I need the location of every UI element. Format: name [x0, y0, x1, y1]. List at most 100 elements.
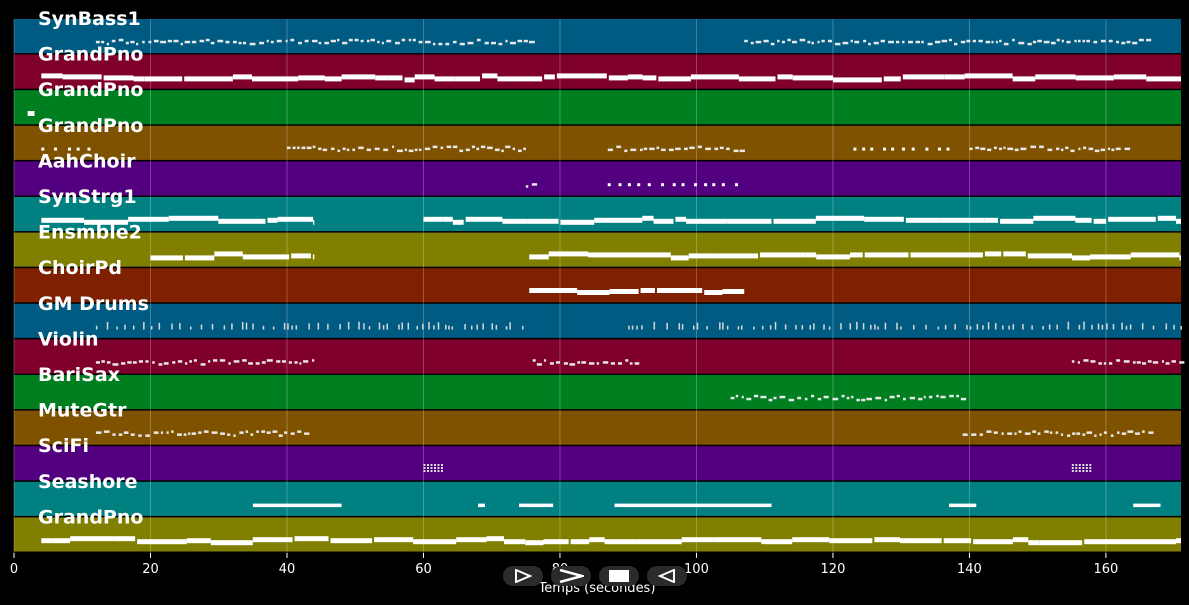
note-tick: [266, 431, 271, 434]
forward-button[interactable]: [551, 566, 591, 586]
note-bar: [1012, 537, 1029, 543]
stop-icon: [609, 570, 629, 582]
note-tick: [501, 149, 504, 153]
note-bar: [1028, 540, 1040, 546]
track-label: GM Drums: [38, 293, 149, 315]
note-tick: [1179, 361, 1185, 364]
note-bar: [1146, 76, 1181, 82]
drum-hit: [1012, 324, 1015, 330]
note-bar: [374, 537, 414, 543]
drum-hit: [666, 322, 668, 330]
note-tick: [312, 145, 316, 149]
track-bands: [14, 19, 1181, 552]
note-tick: [517, 39, 523, 43]
note-tick: [440, 146, 444, 150]
note-bar: [442, 216, 453, 222]
note-tick: [160, 40, 167, 44]
track-band: [14, 197, 1181, 232]
note-bar: [943, 538, 972, 544]
drum-hit: [327, 323, 329, 330]
note-tick: [191, 432, 197, 435]
track-label: ChoirPd: [38, 257, 122, 279]
note-tick: [923, 395, 926, 399]
note-tick: [125, 41, 129, 45]
drum-hit: [813, 323, 815, 330]
note-tick: [523, 39, 528, 43]
note-tick: [918, 397, 923, 401]
note-tick: [95, 431, 102, 434]
note-tick: [239, 431, 244, 434]
note-bar: [242, 254, 290, 260]
note-dot: [41, 147, 45, 151]
note-tick: [714, 147, 719, 151]
note-tick: [588, 362, 595, 365]
note-tick: [602, 361, 609, 364]
drum-hit: [509, 322, 511, 330]
drum-hit: [211, 323, 214, 330]
forward-icon: [559, 569, 584, 583]
note-tick: [941, 39, 948, 43]
note-tick: [1024, 432, 1031, 435]
note-tick: [927, 42, 933, 46]
track-band: [14, 517, 1181, 552]
note-bar: [570, 539, 590, 545]
note-dot: [627, 183, 631, 187]
note-bar: [829, 538, 873, 544]
note-tick: [536, 363, 542, 366]
note-tick: [863, 39, 867, 43]
note-cluster: [1082, 464, 1085, 466]
note-tick: [1070, 149, 1075, 153]
note-tick: [936, 394, 939, 398]
rewind-button[interactable]: [647, 566, 687, 586]
note-tick: [1050, 41, 1056, 45]
note-tick: [1132, 361, 1136, 364]
note-cluster: [433, 464, 436, 466]
note-bar: [1093, 218, 1107, 224]
note-tick: [1047, 148, 1053, 152]
note-tick: [1121, 41, 1126, 45]
x-tick-label: 20: [142, 562, 159, 577]
track-label: GrandPno: [38, 506, 143, 528]
drum-hit: [969, 326, 972, 330]
note-bar: [973, 539, 1013, 545]
track-band: [14, 481, 1181, 516]
drum-hit: [696, 322, 699, 330]
note-bar: [910, 252, 935, 258]
note-tick: [219, 359, 226, 362]
note-tick: [486, 146, 493, 150]
note-tick: [1100, 148, 1106, 152]
drum-hit: [437, 322, 440, 330]
stop-button[interactable]: [599, 566, 639, 586]
note-tick: [817, 397, 822, 401]
note-bar: [636, 539, 682, 545]
note-bar: [465, 216, 503, 222]
drum-hit: [428, 322, 430, 330]
note-tick: [1014, 432, 1017, 435]
note-tick: [101, 40, 105, 44]
note-dot: [637, 183, 641, 187]
play-button[interactable]: [503, 566, 543, 586]
drum-hit: [726, 325, 729, 330]
track-label: Violin: [38, 328, 99, 350]
note-tick: [136, 42, 139, 46]
note-tick: [249, 42, 256, 46]
note-tick: [810, 394, 815, 398]
note-tick: [607, 148, 613, 152]
note-tick: [1072, 432, 1076, 435]
note-tick: [132, 361, 137, 364]
note-tick: [205, 38, 210, 42]
note-tick: [484, 41, 489, 45]
drum-hit: [291, 325, 293, 330]
note-tick: [498, 42, 503, 46]
note-tick: [261, 361, 266, 364]
note-tick: [188, 432, 191, 435]
note-tick: [1099, 433, 1102, 436]
note-tick: [823, 395, 829, 399]
note-cluster: [437, 470, 440, 472]
note-tick: [199, 39, 205, 43]
note-bar: [658, 76, 691, 82]
note-tick: [987, 148, 992, 152]
note-tick: [297, 146, 300, 150]
drum-hit: [495, 324, 498, 330]
note-tick: [1061, 148, 1064, 152]
